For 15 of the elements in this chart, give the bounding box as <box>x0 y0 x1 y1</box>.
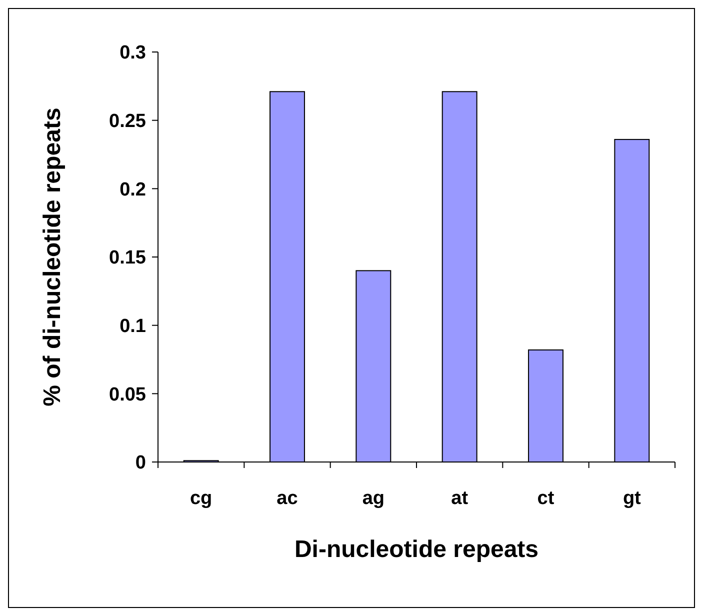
x-tick-label: ac <box>276 488 298 509</box>
x-axis-title: Di-nucleotide repeats <box>294 536 539 563</box>
x-tick-label: cg <box>190 488 212 509</box>
y-tick-label: 0.3 <box>120 42 146 64</box>
x-tick-label: gt <box>622 488 642 509</box>
y-axis-title: % of di-nucleotide repeats <box>39 108 66 406</box>
y-tick-label: 0.05 <box>109 384 146 406</box>
y-tick-label: 0.15 <box>109 248 146 269</box>
y-tick-label: 0.25 <box>109 110 146 132</box>
y-tick-label: 0.1 <box>120 316 146 337</box>
x-tick-label: at <box>451 488 469 509</box>
y-tick-label: 0 <box>135 452 146 474</box>
x-tick-label: ct <box>537 488 555 509</box>
x-tick-label: ag <box>362 488 385 509</box>
y-tick-label: 0.2 <box>120 179 146 200</box>
